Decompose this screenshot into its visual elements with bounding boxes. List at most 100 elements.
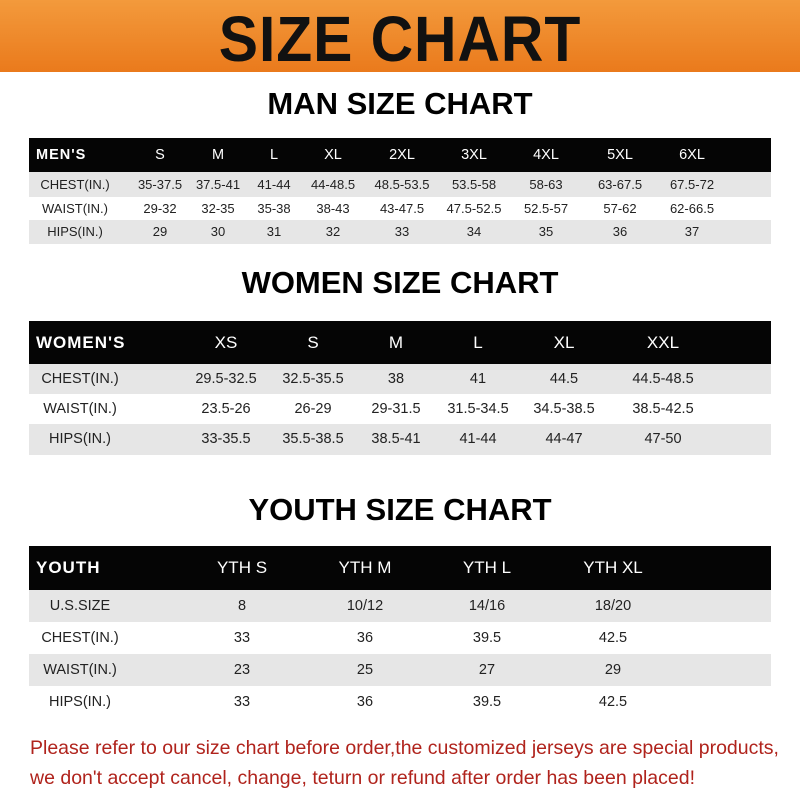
table-cell: 31 [266,224,282,239]
size-header: YTH XL [583,558,643,577]
table-cell: 29.5-32.5 [195,371,257,387]
table-cell: 62-66.5 [669,201,715,216]
table-cell: 25 [356,662,374,678]
order-notice-line-2: we don't accept cancel, change, teturn o… [30,767,695,789]
size-header: 2XL [389,147,415,163]
table-cell: 29 [152,224,168,239]
table-cell: 33 [233,694,251,710]
table-cell: 30 [210,224,226,239]
table-title: MEN'S [36,147,87,163]
table-cell: 33 [394,224,410,239]
size-header: L [269,147,279,163]
table-cell: 36 [612,224,628,239]
table-cell: 29 [604,662,622,678]
table-cell: 41-44 [459,431,497,447]
table-row: HIPS(IN.) 33 36 39.5 42.5 [29,686,771,718]
table-cell: 34 [466,224,482,239]
table-cell: 18/20 [594,598,632,614]
size-header: S [155,147,165,163]
row-label: HIPS(IN.) [47,224,103,239]
table-cell: 44.5 [549,371,579,387]
table-cell: 63-67.5 [597,177,643,192]
table-cell: 47.5-52.5 [446,201,502,216]
table-title: WOMEN'S [36,333,126,352]
size-header: 5XL [607,147,633,163]
men-header-row: MEN'S S M L XL 2XL 3XL 4XL 5XL 6XL [29,138,771,172]
row-label: WAIST(IN.) [42,201,108,216]
table-cell: 57-62 [603,201,637,216]
table-cell: 41-44 [257,177,291,192]
table-cell: 52.5-57 [523,201,569,216]
row-label: CHEST(IN.) [41,630,119,646]
table-cell: 36 [356,630,374,646]
banner: SIZE CHART [0,0,800,75]
table-cell: 32 [325,224,341,239]
table-cell: 38.5-42.5 [632,401,694,417]
table-cell: 48.5-53.5 [374,177,430,192]
table-cell: 43-47.5 [379,201,425,216]
size-header: L [473,333,483,352]
table-row: WAIST(IN.) 29-32 32-35 35-38 38-43 43-47.5 47.… [29,197,771,220]
row-label: U.S.SIZE [49,598,111,614]
row-label: HIPS(IN.) [48,694,112,710]
table-cell: 47-50 [644,431,682,447]
table-cell: 58-63 [529,177,563,192]
table-cell: 23 [233,662,251,678]
row-label: WAIST(IN.) [43,401,117,417]
table-cell: 35.5-38.5 [282,431,344,447]
table-cell: 29-31.5 [371,401,421,417]
table-cell: 27 [478,662,496,678]
size-header: 3XL [461,147,487,163]
women-section-title: WOMEN SIZE CHART [241,265,559,300]
size-header: S [307,333,319,352]
table-cell: 36 [356,694,374,710]
size-header: XXL [646,333,680,352]
table-cell: 14/16 [468,598,506,614]
table-cell: 32-35 [201,201,235,216]
table-cell: 44.5-48.5 [632,371,694,387]
table-cell: 34.5-38.5 [533,401,595,417]
table-cell: 44-47 [545,431,583,447]
table-cell: 38-43 [316,201,350,216]
table-cell: 32.5-35.5 [282,371,344,387]
table-cell: 35-37.5 [137,177,183,192]
table-row: CHEST(IN.) 33 36 39.5 42.5 [29,622,771,654]
size-header: YTH S [216,558,268,577]
size-header: YTH L [462,558,512,577]
table-row: WAIST(IN.) 23.5-26 26-29 29-31.5 31.5-34.5 34… [29,394,771,424]
table-row: CHEST(IN.) 35-37.5 37.5-41 41-44 44-48.5 48.5… [29,172,771,197]
men-section-title: MAN SIZE CHART [267,86,533,121]
size-header: XS [214,333,238,352]
table-cell: 38 [387,371,405,387]
table-row: U.S.SIZE 8 10/12 14/16 18/20 [29,590,771,622]
table-cell: 37 [684,224,700,239]
table-cell: 29-32 [143,201,177,216]
table-cell: 42.5 [598,630,628,646]
size-header: XL [324,147,342,163]
table-cell: 42.5 [598,694,628,710]
women-header-row: WOMEN'S XS S M L XL XXL [29,321,771,364]
table-cell: 33-35.5 [201,431,251,447]
size-header: 4XL [533,147,559,163]
table-row: HIPS(IN.) 29 30 31 32 33 34 35 36 37 [29,220,771,244]
table-row: WAIST(IN.) 23 25 27 29 [29,654,771,686]
table-title: YOUTH [36,558,101,577]
size-header: M [211,147,225,163]
table-cell: 67.5-72 [669,177,715,192]
table-cell: 44-48.5 [310,177,356,192]
table-cell: 35-38 [257,201,291,216]
size-header: XL [553,333,575,352]
table-cell: 33 [233,630,251,646]
row-label: HIPS(IN.) [48,431,112,447]
banner-title: SIZE CHART [218,3,582,75]
table-cell: 39.5 [472,630,502,646]
size-header: M [388,333,404,352]
size-header: 6XL [679,147,705,163]
order-notice-line-1: Please refer to our size chart before or… [30,737,779,759]
size-header: YTH M [338,558,392,577]
table-cell: 23.5-26 [201,401,251,417]
table-cell: 10/12 [346,598,384,614]
table-cell: 31.5-34.5 [447,401,509,417]
order-notice: Please refer to our size chart before or… [30,733,779,793]
row-label: CHEST(IN.) [41,371,119,387]
